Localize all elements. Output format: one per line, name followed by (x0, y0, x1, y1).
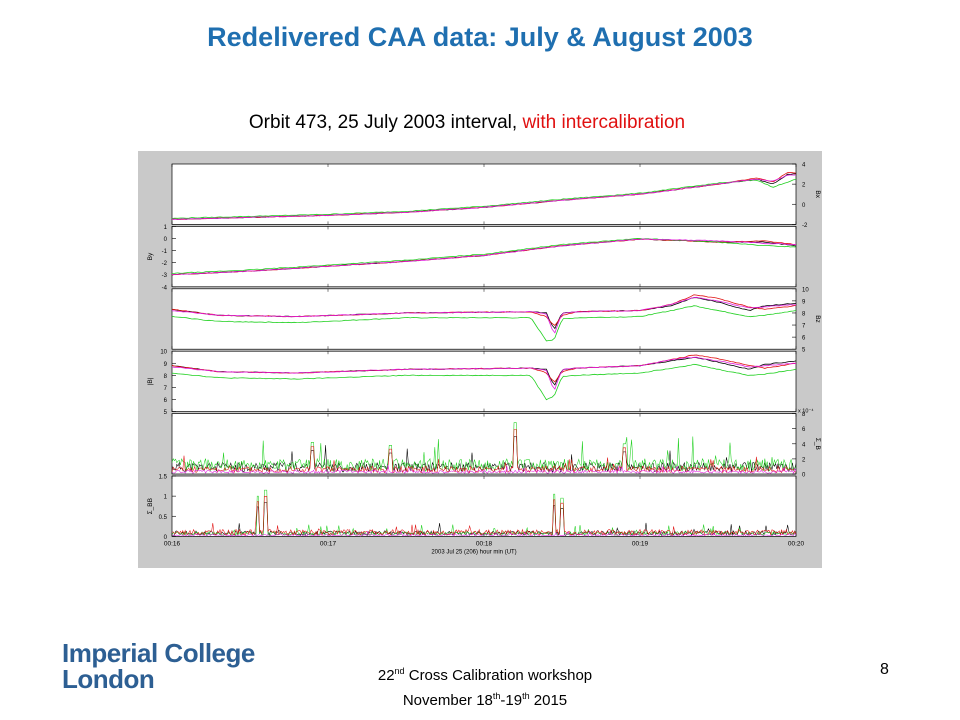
footer-year: 2015 (529, 692, 568, 709)
footer-sup: nd (394, 666, 405, 676)
y-tick-label: 0 (802, 473, 806, 479)
y-tick-label: -2 (802, 223, 808, 229)
y-tick-label: 7 (802, 324, 806, 330)
footer-sup-1: th (492, 691, 501, 701)
y-tick-label: 6 (802, 336, 806, 342)
y-tick-label: -3 (162, 273, 168, 279)
y-tick-label: 10 (802, 287, 809, 293)
series-line (171, 238, 797, 276)
y-tick-label: 6 (802, 427, 806, 433)
series-line (171, 363, 797, 401)
footer-event: Cross Calibration workshop (404, 667, 593, 684)
y-tick-label: 10 (160, 350, 167, 356)
panel-frame (171, 475, 797, 537)
noise-series (171, 422, 797, 473)
y-tick-label: 5 (802, 348, 806, 354)
y-tick-label: 4 (802, 442, 806, 448)
panel-ylabel: |B| (147, 377, 154, 385)
y-tick-label: 6 (164, 398, 168, 404)
imperial-college-logo: Imperial College London (62, 640, 255, 692)
y-tick-label: 5 (164, 410, 168, 416)
panel-ylabel: Bx (814, 190, 821, 198)
figure-subtitle: Orbit 473, 25 July 2003 interval, with i… (0, 112, 934, 134)
x-tick-label: 00:20 (788, 540, 805, 547)
x-tick-label: 00:19 (632, 540, 649, 547)
time-series-chart: -2024Bx-4-3-2-101By5678910Bz5678910|B|02… (147, 163, 821, 556)
panel-ylabel: By (147, 252, 154, 260)
footer-text: 22nd Cross Calibration workshop November… (290, 661, 680, 711)
scale-label: x 10⁻⁴ (798, 408, 814, 415)
footer-date-start: November 18 (402, 692, 493, 709)
series-line (171, 356, 797, 390)
panel-frame (171, 226, 797, 288)
footer-date-end: -19 (500, 692, 523, 709)
footer-sup-2: th (522, 691, 530, 701)
series-line (171, 296, 797, 334)
y-tick-label: 2 (802, 457, 806, 463)
y-tick-label: 9 (164, 362, 168, 368)
x-tick-label: 00:16 (164, 540, 181, 547)
y-tick-label: 1 (164, 495, 168, 501)
y-tick-label: 0.5 (159, 515, 168, 521)
noise-series (171, 496, 797, 537)
panel-ylabel: Σ_B (814, 438, 821, 450)
panel-frame (171, 163, 797, 225)
y-tick-label: -2 (162, 261, 168, 267)
panel-ylabel: Σ_BB (147, 498, 154, 514)
y-tick-label: 0 (164, 237, 168, 243)
logo-line-2: London (62, 664, 155, 694)
noise-series (171, 436, 797, 473)
series-line (171, 174, 797, 220)
noise-series (171, 530, 797, 537)
y-tick-label: 7 (164, 386, 168, 392)
y-tick-label: 1 (164, 225, 168, 231)
subtitle-highlight: with intercalibration (522, 112, 686, 133)
footer-line-2: November 18th-19th 2015 (290, 686, 680, 711)
noise-series (171, 464, 797, 475)
y-tick-label: 2 (802, 183, 806, 189)
y-tick-label: 0 (164, 535, 168, 541)
footer-num: 22 (377, 667, 395, 684)
y-tick-label: 8 (802, 311, 806, 317)
y-tick-label: 4 (802, 163, 806, 169)
magnetometer-figure: -2 0 2 4 Bx -4 -3 -2 -1 0 1 By 5 6 7 8 9 10 Bz 5 6 7 8 9 10 |B| 0 2… (138, 151, 822, 568)
subtitle-main: Orbit 473, 25 July 2003 interval, (248, 112, 523, 133)
y-tick-label: -4 (162, 285, 168, 291)
y-tick-label: 9 (802, 299, 806, 305)
series-line (171, 179, 797, 219)
series-line (171, 305, 797, 342)
noise-series (171, 489, 797, 537)
y-tick-label: 8 (164, 374, 168, 380)
panel-ylabel: Bz (814, 315, 821, 323)
panel-frame (171, 288, 797, 350)
logo-line-1: Imperial College (62, 638, 255, 668)
y-tick-label: 8 (802, 412, 806, 418)
y-tick-label: -1 (162, 249, 168, 255)
noise-series (171, 429, 796, 474)
x-tick-label: 00:17 (320, 540, 337, 547)
page-number: 8 (880, 661, 889, 678)
y-tick-label: 1.5 (159, 475, 168, 481)
x-axis-label: 2003 Jul 25 (206) hour min (UT) (431, 549, 516, 555)
x-tick-label: 00:18 (476, 540, 493, 547)
footer-line-1: 22nd Cross Calibration workshop (290, 661, 680, 686)
slide-title: Redelivered CAA data: July & August 2003 (207, 22, 753, 52)
panel-frame (171, 350, 797, 412)
y-tick-label: 0 (802, 203, 806, 209)
